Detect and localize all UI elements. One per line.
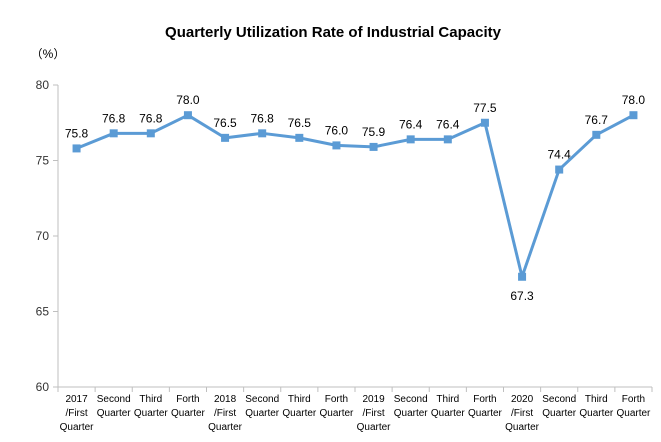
- data-label: 75.9: [362, 125, 386, 139]
- data-point-marker: [518, 272, 527, 281]
- data-point-marker: [146, 129, 155, 138]
- y-axis-unit-label: （%）: [31, 47, 66, 61]
- x-tick-label: Third Quarter: [579, 394, 614, 419]
- y-tick-label: 80: [36, 78, 50, 92]
- data-label: 76.8: [251, 111, 275, 125]
- data-label: 67.3: [510, 289, 534, 303]
- data-point-marker: [221, 133, 230, 142]
- x-tick-label: Forth Quarter: [319, 394, 354, 419]
- chart-title: Quarterly Utilization Rate of Industrial…: [165, 24, 502, 41]
- data-point-marker: [480, 118, 489, 127]
- x-tick-label: Second Quarter: [245, 394, 280, 419]
- data-point-marker: [72, 144, 81, 153]
- y-tick-label: 75: [36, 154, 50, 168]
- x-tick-label: 2017/First Quarter: [60, 394, 95, 433]
- x-tick-label: Third Quarter: [282, 394, 317, 419]
- x-tick-label: Third Quarter: [134, 394, 169, 419]
- data-label: 76.5: [288, 116, 312, 130]
- x-tick-label: 2018/First Quarter: [208, 394, 243, 433]
- data-point-marker: [629, 111, 638, 120]
- x-tick-label: 2020/First Quarter: [505, 394, 540, 433]
- data-labels-group: 75.8 76.8 76.8 78.0 76.5 76.8 76.5 76.0 75.9 76.4…: [65, 93, 646, 303]
- data-label: 76.4: [399, 117, 423, 131]
- series-line: [75, 113, 635, 279]
- y-tick-label: 60: [36, 380, 50, 394]
- data-point-marker: [592, 130, 601, 139]
- data-point-marker: [258, 129, 267, 138]
- y-axis: 60 65 70 75 80: [36, 78, 59, 394]
- data-point-marker: [295, 133, 304, 142]
- data-label: 78.0: [622, 93, 646, 107]
- data-label: 74.4: [548, 148, 572, 162]
- x-tick-label: Forth Quarter: [616, 394, 651, 419]
- data-point-marker: [555, 165, 564, 174]
- x-tick-label: Second Quarter: [97, 394, 132, 419]
- data-label: 76.8: [139, 111, 163, 125]
- data-label: 76.5: [213, 116, 237, 130]
- y-tick-label: 70: [36, 229, 50, 243]
- x-tick-label: Second Quarter: [542, 394, 577, 419]
- data-point-marker: [332, 141, 341, 150]
- data-label: 76.4: [436, 117, 460, 131]
- data-point-marker: [406, 135, 415, 144]
- series-line-group: [72, 111, 638, 281]
- data-point-marker: [109, 129, 118, 138]
- data-point-marker: [369, 142, 378, 151]
- y-tick-label: 65: [36, 305, 50, 319]
- data-label: 75.8: [65, 126, 89, 140]
- x-tick-label: Third Quarter: [431, 394, 466, 419]
- x-tick-label: Second Quarter: [394, 394, 429, 419]
- x-tick-label: Forth Quarter: [468, 394, 503, 419]
- data-point-marker: [183, 111, 192, 120]
- data-point-marker: [443, 135, 452, 144]
- data-label: 76.8: [102, 111, 126, 125]
- data-label: 78.0: [176, 93, 200, 107]
- data-label: 77.5: [473, 101, 497, 115]
- x-tick-label: Forth Quarter: [171, 394, 206, 419]
- data-label: 76.0: [325, 123, 349, 137]
- data-label: 76.7: [585, 113, 609, 127]
- x-tick-label: 2019/First Quarter: [357, 394, 392, 433]
